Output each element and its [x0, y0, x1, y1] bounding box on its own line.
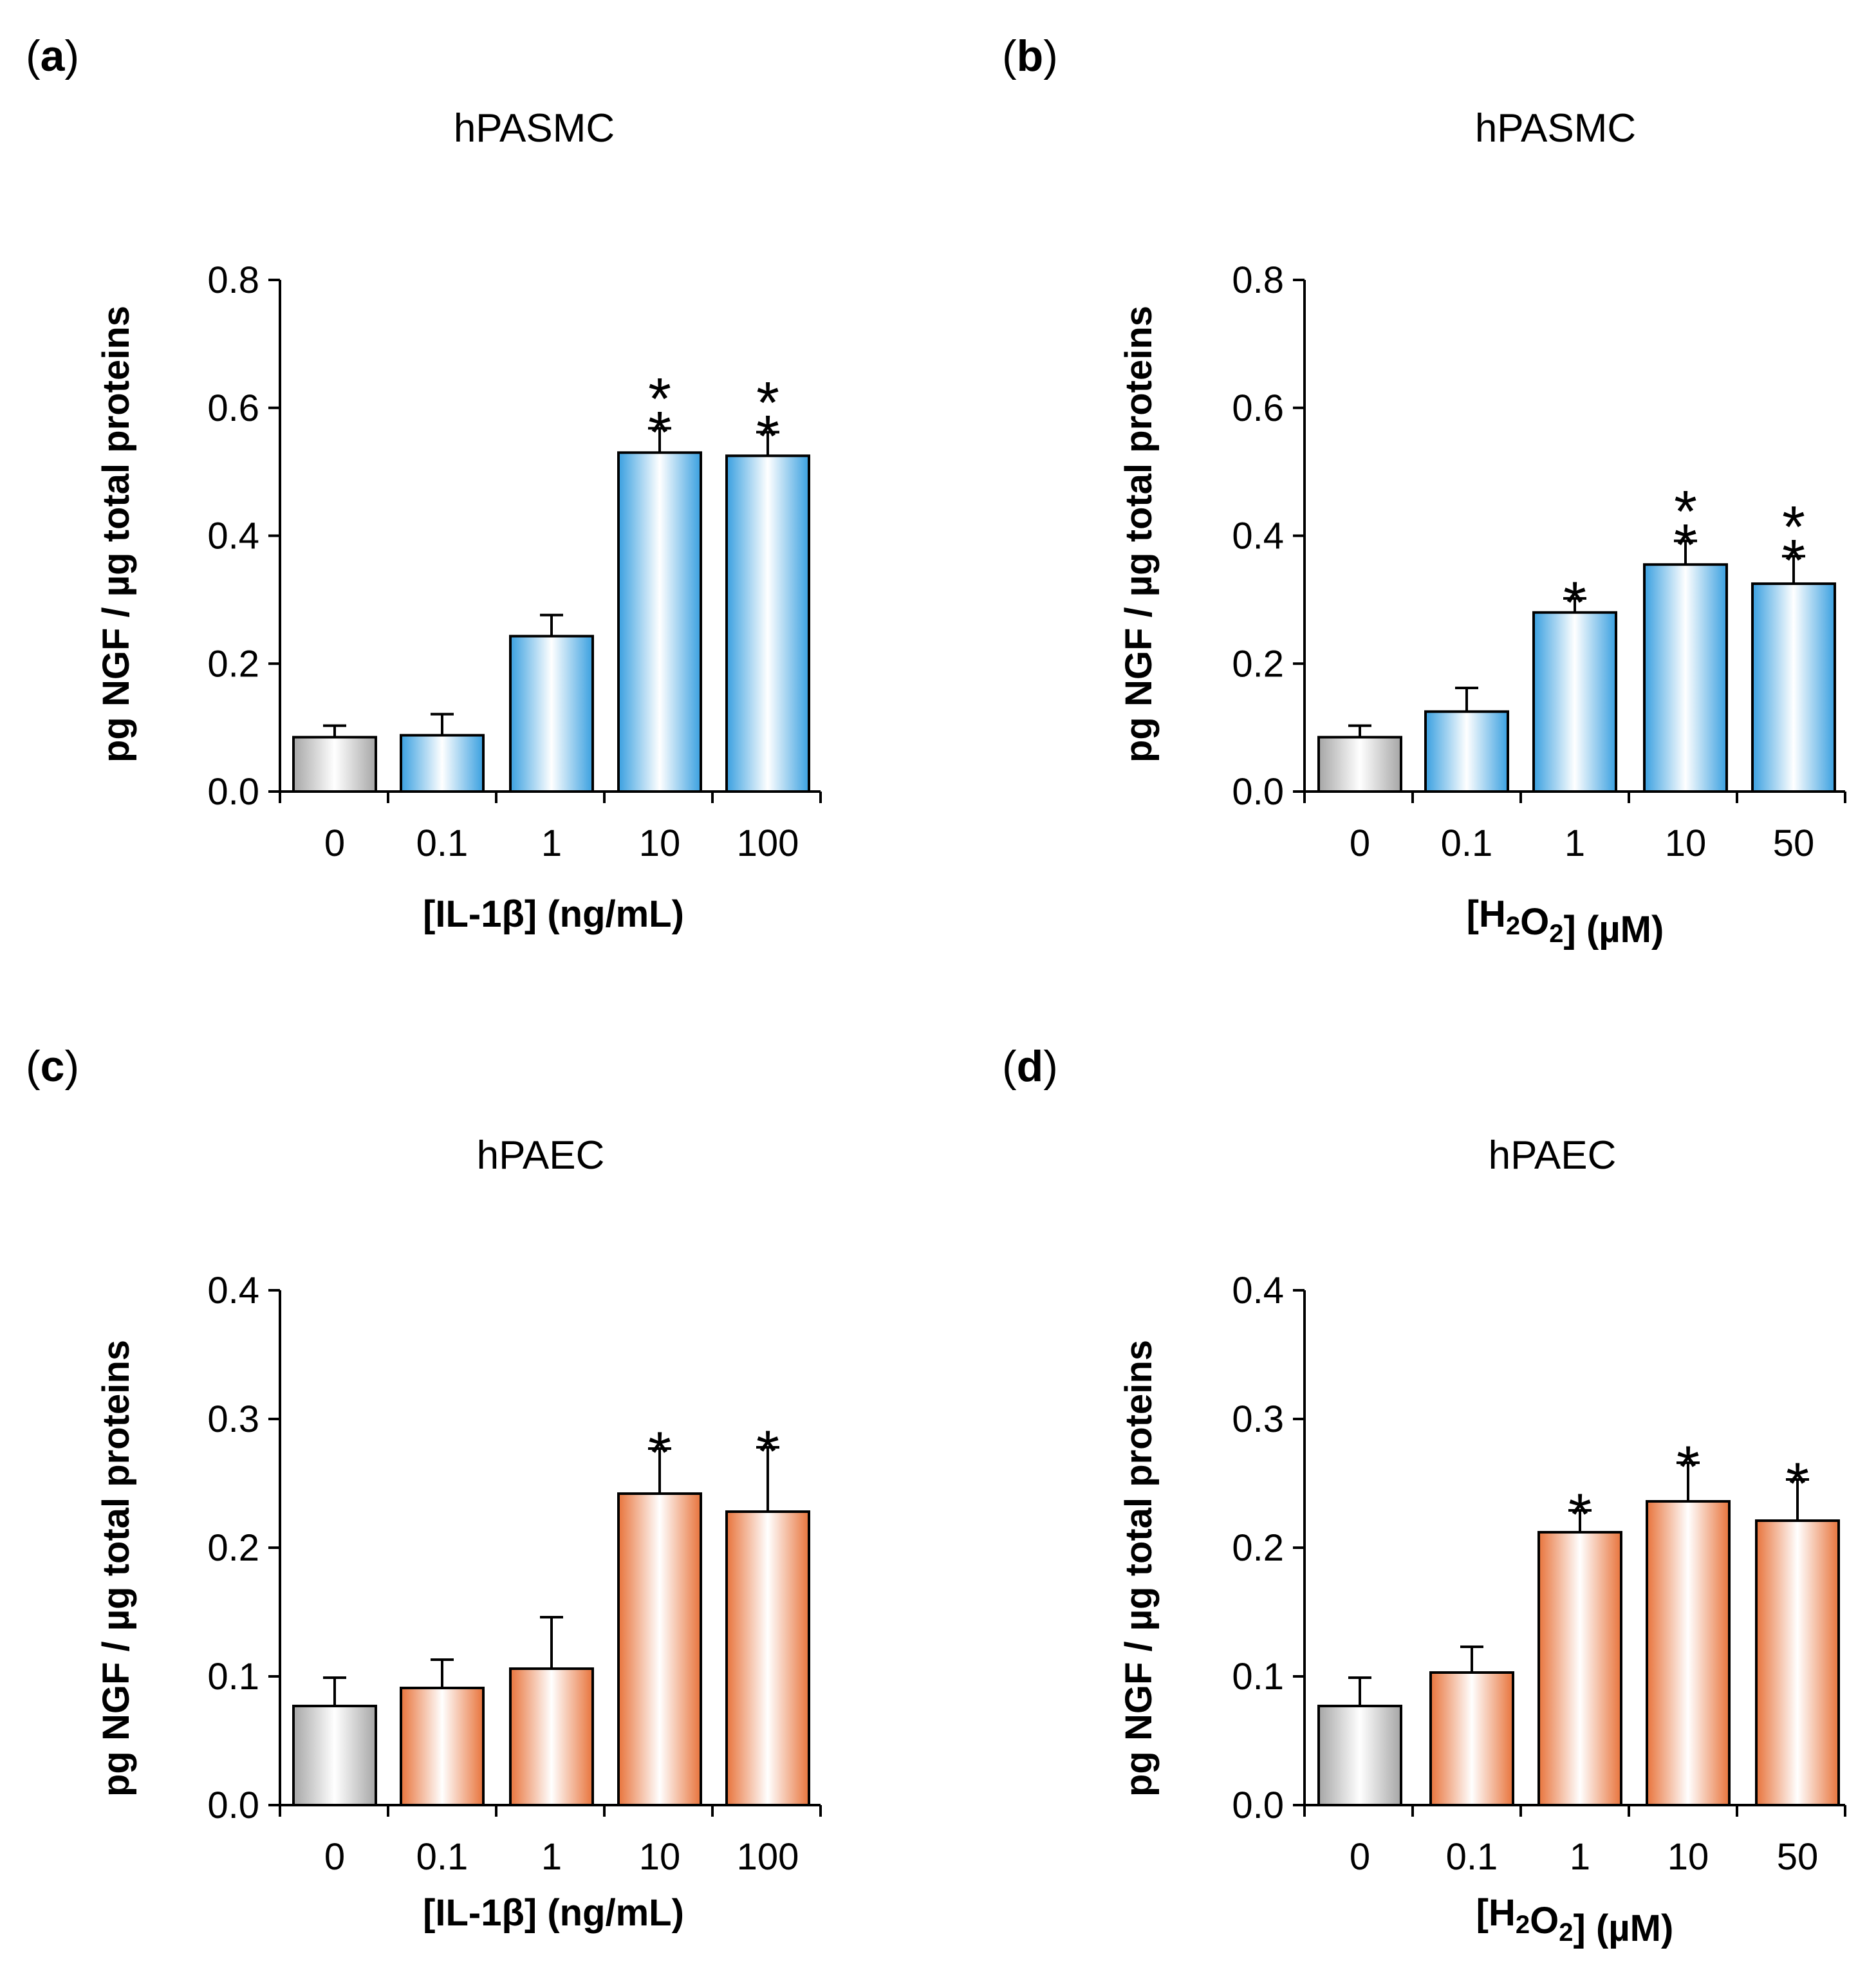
bar-0.1: [1424, 710, 1509, 793]
y-tick-label: 0.1: [207, 1656, 259, 1698]
chart-panel-a: (a) hPASMC pg NGF / µg total proteins [I…: [0, 0, 938, 980]
x-tick-label: 0.1: [416, 1836, 469, 1878]
bar-1: [509, 635, 594, 793]
y-axis-label-d: pg NGF / µg total proteins: [1118, 1340, 1160, 1797]
significance-marker: *: [1568, 1482, 1592, 1548]
bar-0: [292, 736, 377, 793]
panel-label-b: (b): [1002, 32, 1058, 80]
y-tick-label: 0.0: [1232, 771, 1284, 813]
x-tick-label: 10: [639, 1836, 681, 1878]
chart-title-b: hPASMC: [1475, 106, 1636, 151]
chart-title-a: hPASMC: [454, 106, 615, 151]
significance-marker: * *: [648, 367, 671, 466]
y-tick-label: 0.8: [207, 259, 259, 301]
x-tick-label: 10: [1667, 1836, 1709, 1878]
y-tick-label: 0.4: [1232, 515, 1284, 557]
x-axis-label-c: [IL-1β] (ng/mL): [423, 1892, 684, 1934]
chart-panel-b: (b) hPASMC pg NGF / µg total proteins [H…: [938, 0, 1875, 980]
chart-svg-a: (a) hPASMC pg NGF / µg total proteins [I…: [26, 32, 822, 935]
chart-svg-d: (d) hPAEC pg NGF / µg total proteins [H2…: [1002, 1042, 1846, 1949]
y-tick-label: 0.6: [1232, 387, 1284, 429]
x-tick-label: 1: [541, 1836, 562, 1878]
significance-marker: *: [1563, 570, 1586, 636]
bar-0: [292, 1705, 377, 1806]
chart-title-d: hPAEC: [1489, 1133, 1617, 1178]
y-tick-label: 0.4: [207, 1270, 259, 1312]
bar-50: [1755, 1519, 1840, 1806]
chart-title-c: hPAEC: [477, 1133, 605, 1178]
bar-0.1: [400, 734, 485, 793]
significance-marker: *: [648, 1420, 671, 1486]
plot-area-c: 0.0 0.1 0.2 0.3 0.4 0 0.1 1 10 * 100 *: [207, 1270, 822, 1878]
x-tick-label: 1: [541, 822, 562, 864]
significance-marker: *: [1786, 1451, 1809, 1517]
chart-panel-c: (c) hPAEC pg NGF / µg total proteins [IL…: [0, 1004, 938, 1984]
panel-label-d: (d): [1002, 1042, 1058, 1091]
chart-panel-d: (d) hPAEC pg NGF / µg total proteins [H2…: [938, 1004, 1875, 1984]
y-tick-label: 0.2: [1232, 643, 1284, 685]
x-tick-label: 0: [1350, 822, 1370, 864]
panel-label-c: (c): [26, 1042, 79, 1091]
x-tick-label: 0: [324, 822, 345, 864]
y-tick-label: 0.3: [1232, 1398, 1284, 1440]
significance-marker: * *: [1674, 479, 1697, 578]
x-tick-label: 100: [737, 822, 799, 864]
y-axis-label-b: pg NGF / µg total proteins: [1118, 306, 1160, 763]
x-tick-label: 10: [639, 822, 681, 864]
bar-10: [617, 451, 702, 793]
x-axis-label-d: [H2O2] (µM): [1476, 1892, 1674, 1949]
x-tick-label: 0.1: [416, 822, 469, 864]
y-tick-label: 0.0: [207, 1785, 259, 1826]
x-tick-label: 0.1: [1446, 1836, 1498, 1878]
y-tick-label: 0.6: [207, 387, 259, 429]
bar-50: [1751, 582, 1836, 793]
bar-1: [509, 1667, 594, 1806]
x-tick-label: 0: [1350, 1836, 1370, 1878]
x-tick-label: 0: [324, 1836, 345, 1878]
y-tick-label: 0.1: [1232, 1656, 1284, 1698]
y-tick-label: 0.8: [1232, 259, 1284, 301]
bar-1: [1532, 611, 1617, 793]
bar-100: [725, 1510, 810, 1806]
x-tick-label: 1: [1565, 822, 1585, 864]
x-tick-label: 10: [1665, 822, 1707, 864]
bar-10: [1643, 563, 1728, 793]
bar-0: [1317, 1705, 1402, 1806]
significance-marker: *: [756, 1419, 779, 1485]
bar-0.1: [1429, 1671, 1514, 1806]
y-tick-label: 0.2: [207, 1527, 259, 1569]
significance-marker: *: [1676, 1434, 1700, 1500]
x-tick-label: 100: [737, 1836, 799, 1878]
x-tick-label: 50: [1773, 822, 1815, 864]
x-axis-label-b: [H2O2] (µM): [1467, 893, 1664, 950]
chart-svg-c: (c) hPAEC pg NGF / µg total proteins [IL…: [26, 1042, 822, 1934]
y-axis-label-a: pg NGF / µg total proteins: [95, 306, 137, 763]
y-tick-label: 0.2: [207, 643, 259, 685]
significance-marker: * *: [1782, 494, 1805, 593]
bar-100: [725, 454, 810, 793]
bar-0.1: [400, 1687, 485, 1806]
y-axis-label-c: pg NGF / µg total proteins: [95, 1340, 137, 1797]
plot-area-a: 0.0 0.2 0.4 0.6 0.8 0 0.1 1 10 * * 100 * *: [207, 259, 822, 864]
plot-area-d: 0.0 0.1 0.2 0.3 0.4 0 0.1 1 * 10 * 50 *: [1232, 1270, 1846, 1878]
panel-label-a: (a): [26, 32, 79, 80]
x-axis-label-a: [IL-1β] (ng/mL): [423, 893, 684, 935]
y-tick-label: 0.0: [1232, 1785, 1284, 1826]
bar-1: [1537, 1531, 1622, 1806]
bar-10: [617, 1492, 702, 1806]
y-tick-label: 0.0: [207, 771, 259, 813]
plot-area-b: 0.0 0.2 0.4 0.6 0.8 0 0.1 1 * 10 * * 50 * *: [1232, 259, 1846, 864]
chart-svg-b: (b) hPASMC pg NGF / µg total proteins [H…: [1002, 32, 1846, 950]
y-tick-label: 0.4: [1232, 1270, 1284, 1312]
y-tick-label: 0.2: [1232, 1527, 1284, 1569]
x-tick-label: 1: [1570, 1836, 1590, 1878]
y-tick-label: 0.4: [207, 515, 259, 557]
x-tick-label: 0.1: [1441, 822, 1493, 864]
y-tick-label: 0.3: [207, 1398, 259, 1440]
bar-10: [1646, 1500, 1731, 1806]
bar-0: [1317, 736, 1402, 793]
significance-marker: * *: [756, 371, 779, 470]
x-tick-label: 50: [1777, 1836, 1819, 1878]
